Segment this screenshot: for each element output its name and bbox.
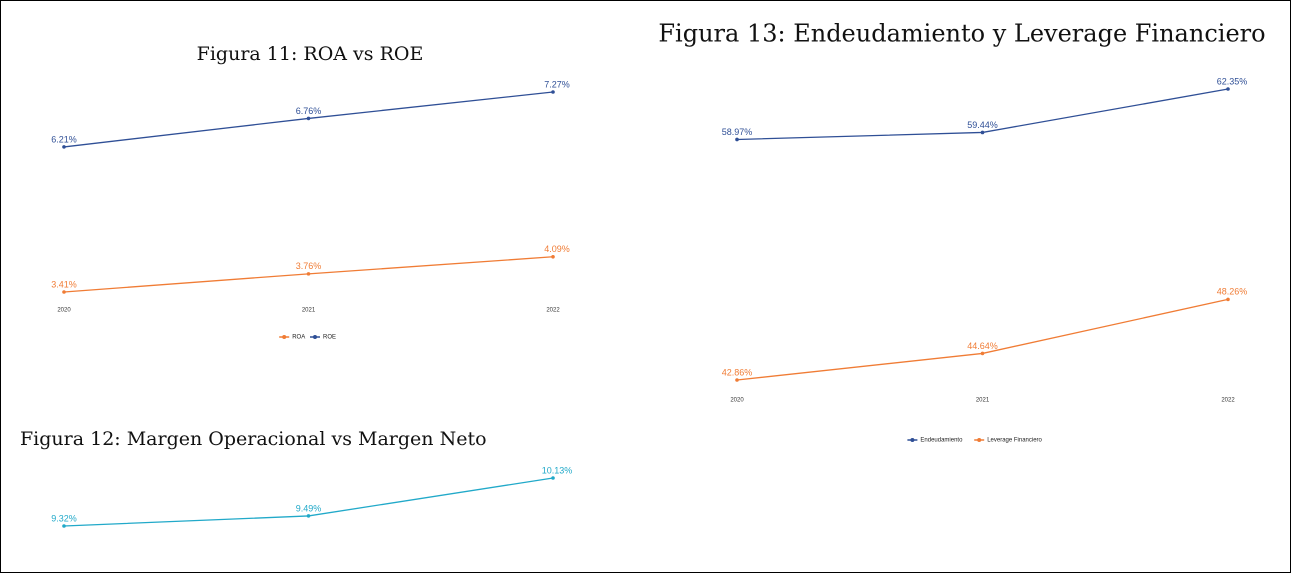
legend-label: Endeudamiento: [920, 438, 963, 444]
point: [306, 514, 311, 518]
legend-label: ROE: [323, 335, 336, 341]
point: [735, 378, 739, 382]
point: [1226, 87, 1230, 91]
data-label: 42.86%: [722, 367, 753, 377]
point: [735, 137, 739, 142]
data-label: 9.49%: [296, 503, 322, 513]
point: [62, 145, 66, 149]
data-label: 6.21%: [51, 134, 77, 144]
legend-dot: [910, 438, 915, 442]
data-label: 6.76%: [296, 106, 322, 116]
point: [1226, 297, 1230, 302]
chart-title: Figura 13: Endeudamiento y Leverage Fina…: [658, 20, 1265, 48]
data-label: 48.26%: [1217, 287, 1248, 297]
data-label: 3.41%: [51, 279, 77, 289]
data-label: 62.35%: [1217, 76, 1248, 86]
point: [551, 90, 555, 94]
point: [62, 524, 66, 528]
data-label: 10.13%: [542, 465, 573, 475]
point: [980, 351, 985, 356]
point: [551, 254, 555, 259]
point: [980, 130, 985, 135]
data-label: 59.44%: [967, 120, 998, 130]
legend-dot: [282, 335, 287, 339]
point: [306, 272, 311, 276]
x-tick-label: 2020: [57, 308, 71, 314]
data-label: 44.64%: [967, 341, 998, 351]
x-tick-label: 2021: [302, 308, 316, 314]
point: [306, 116, 311, 121]
data-label: 4.09%: [544, 244, 570, 254]
point: [62, 290, 66, 294]
x-tick-label: 2022: [546, 308, 560, 314]
x-tick-label: 2022: [1221, 398, 1235, 404]
data-label: 58.97%: [722, 127, 753, 137]
legend-dot: [313, 335, 317, 339]
chart-title: Figura 11: ROA vs ROE: [197, 43, 424, 65]
x-tick-label: 2021: [976, 398, 990, 404]
point: [551, 476, 555, 480]
legend-label: Leverage Financiero: [987, 438, 1042, 444]
legend-dot: [977, 438, 982, 442]
data-label: 7.27%: [544, 79, 570, 89]
chart-title: Figura 12: Margen Operacional vs Margen …: [20, 428, 487, 450]
legend-label: ROA: [292, 335, 305, 341]
data-label: 3.76%: [296, 261, 322, 271]
x-tick-label: 2020: [730, 398, 744, 404]
data-label: 9.32%: [51, 513, 77, 523]
